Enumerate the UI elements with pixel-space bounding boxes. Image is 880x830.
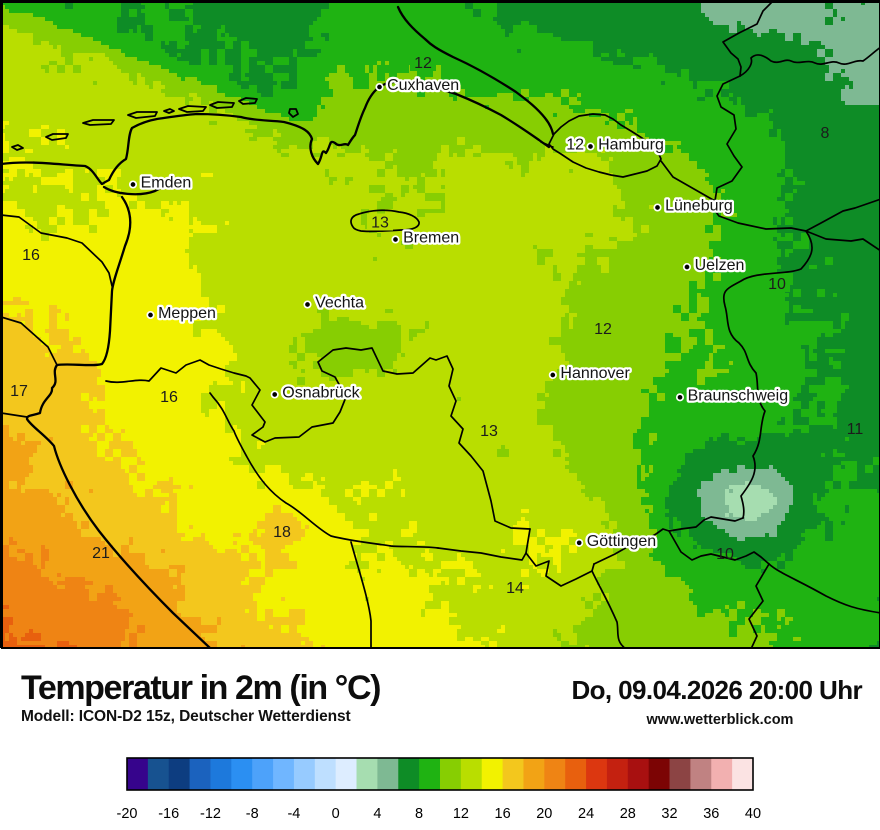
svg-text:36: 36 [703, 806, 719, 822]
svg-text:40: 40 [745, 806, 761, 822]
svg-text:32: 32 [661, 806, 677, 822]
svg-text:Göttingen: Göttingen [587, 533, 656, 550]
svg-text:12: 12 [453, 806, 469, 822]
svg-text:Cuxhaven: Cuxhaven [387, 77, 459, 94]
svg-text:8: 8 [821, 125, 830, 142]
svg-text:24: 24 [578, 806, 594, 822]
svg-text:28: 28 [620, 806, 636, 822]
svg-text:-20: -20 [117, 806, 138, 822]
svg-text:8: 8 [415, 806, 423, 822]
svg-text:Uelzen: Uelzen [695, 257, 745, 274]
svg-text:17: 17 [10, 383, 28, 400]
svg-text:12: 12 [414, 55, 432, 72]
svg-text:21: 21 [92, 545, 110, 562]
svg-text:Bremen: Bremen [403, 230, 459, 247]
svg-text:0: 0 [332, 806, 340, 822]
svg-text:10: 10 [716, 546, 734, 563]
svg-text:Vechta: Vechta [315, 295, 364, 312]
svg-text:13: 13 [371, 215, 389, 232]
svg-text:16: 16 [495, 806, 511, 822]
svg-text:Emden: Emden [141, 175, 192, 192]
svg-text:16: 16 [160, 389, 178, 406]
svg-text:Hamburg: Hamburg [598, 137, 664, 154]
svg-text:14: 14 [506, 580, 524, 597]
svg-text:Osnabrück: Osnabrück [282, 385, 360, 402]
svg-text:-12: -12 [200, 806, 221, 822]
svg-text:16: 16 [22, 247, 40, 264]
svg-text:12: 12 [566, 137, 584, 154]
svg-text:Braunschweig: Braunschweig [688, 387, 789, 404]
svg-text:-4: -4 [287, 806, 300, 822]
svg-text:-16: -16 [158, 806, 179, 822]
svg-text:12: 12 [594, 321, 612, 338]
svg-text:20: 20 [536, 806, 552, 822]
svg-text:Lüneburg: Lüneburg [665, 198, 733, 215]
svg-text:13: 13 [480, 423, 498, 440]
svg-text:Meppen: Meppen [158, 305, 216, 322]
svg-text:-8: -8 [246, 806, 259, 822]
svg-text:Hannover: Hannover [560, 365, 630, 382]
svg-text:18: 18 [273, 524, 291, 541]
svg-text:4: 4 [373, 806, 381, 822]
svg-text:11: 11 [847, 421, 864, 438]
svg-text:10: 10 [768, 276, 786, 293]
